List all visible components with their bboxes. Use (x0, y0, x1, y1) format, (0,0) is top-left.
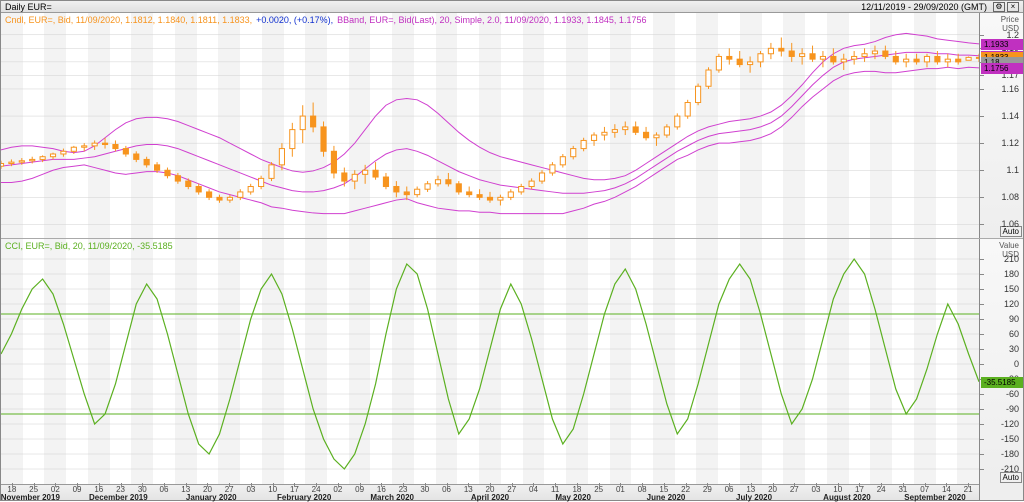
cci-chart-plot[interactable]: CCI, EUR=, Bid, 20, 11/09/2020, -35.5185 (1, 239, 979, 484)
settings-icon[interactable]: ⚙ (993, 2, 1005, 12)
chart-daterange: 12/11/2019 - 29/09/2020 (GMT) (861, 2, 987, 12)
price-chart-plot[interactable]: Cndl, EUR=, Bid, 11/09/2020, 1.1812, 1.1… (1, 13, 979, 238)
x-axis: 1825020916233006132027031017240209162330… (1, 484, 979, 500)
chart-header: Daily EUR= 12/11/2019 - 29/09/2020 (GMT)… (1, 1, 1023, 13)
cci-legend: CCI, EUR=, Bid, 20, 11/09/2020, -35.5185 (5, 241, 177, 251)
chart-title: Daily EUR= (5, 2, 52, 12)
price-badge: 1.1933 (981, 39, 1023, 50)
price-badge: 1.1756 (981, 63, 1023, 74)
close-icon[interactable]: × (1007, 2, 1019, 12)
price-yaxis: PriceUSD Auto 1.061.081.11.121.141.161.1… (979, 13, 1023, 238)
price-legend: Cndl, EUR=, Bid, 11/09/2020, 1.1812, 1.1… (5, 15, 650, 25)
cci-badge: -35.5185 (981, 377, 1023, 388)
cci-yaxis: ValueUSD Auto -210-180-150-120-90-60-300… (979, 239, 1023, 484)
